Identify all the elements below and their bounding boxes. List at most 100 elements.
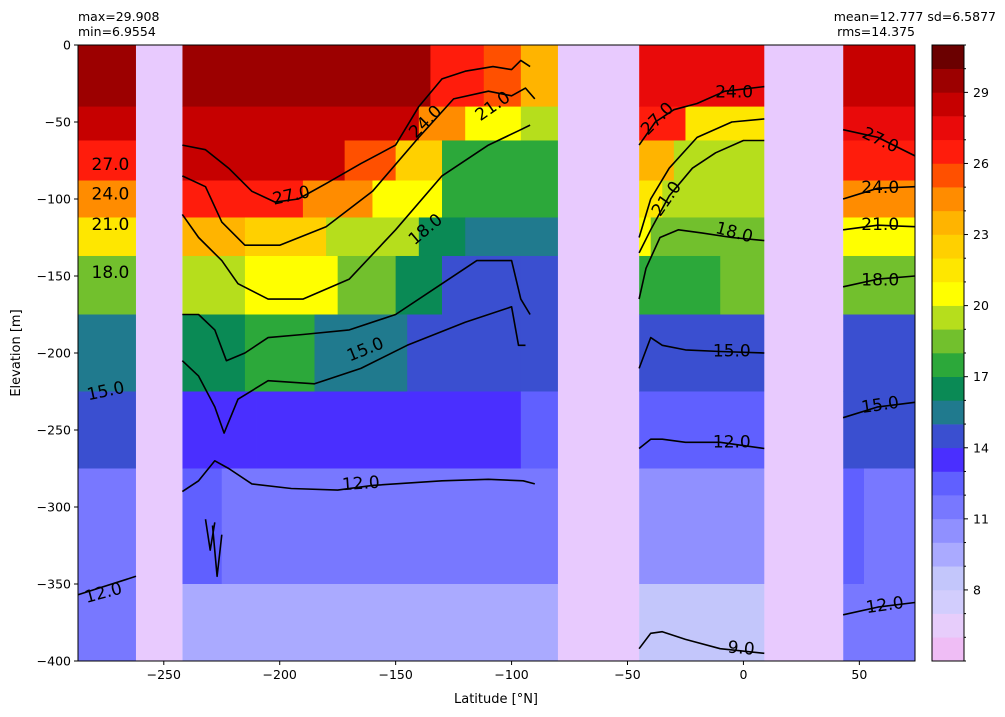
heatmap-cell — [520, 391, 559, 469]
colorbar-band — [932, 400, 964, 425]
colorbar-tick-label: 20 — [973, 298, 989, 313]
heatmap-cell — [182, 45, 431, 107]
contour-label: 21.0 — [92, 215, 130, 235]
heatmap-cell — [78, 391, 137, 469]
contour-line-12.0 — [638, 438, 765, 450]
colorbar-band — [932, 258, 964, 283]
contour-line-12.0 — [181, 460, 536, 493]
colorbar-band — [932, 613, 964, 638]
land-masks — [135, 45, 844, 661]
colorbar-band — [932, 353, 964, 377]
stats-max: max=29.908 — [78, 9, 159, 24]
heatmap-cell — [78, 106, 137, 141]
contour-line-12.0 — [842, 601, 916, 616]
y-tick-label: −350 — [37, 577, 71, 592]
heatmap-cell — [720, 255, 765, 315]
heatmap-cell — [78, 584, 137, 662]
x-axis: −250 −200 −150 −100 −50 0 50 — [147, 661, 867, 682]
stats-mean-sd: mean=12.777 sd=6.5877 — [834, 9, 996, 24]
heatmap-cell — [843, 468, 865, 585]
heatmap-cell — [843, 584, 916, 662]
heatmap-cell — [344, 140, 397, 181]
contour-line-21.0 — [181, 124, 531, 300]
y-tick-label: −250 — [37, 423, 71, 438]
heatmap-cell — [182, 584, 559, 662]
y-tick-label: −300 — [37, 500, 71, 515]
heatmap-cell — [843, 45, 916, 107]
heatmap-cell — [78, 180, 137, 218]
contour-line-12.0 — [77, 575, 137, 596]
heatmap-cell — [639, 217, 652, 257]
contour-label: 27.0 — [92, 155, 130, 175]
heatmap-cell — [520, 314, 559, 392]
colorbar-band — [932, 447, 964, 472]
colorbar-band — [932, 45, 964, 69]
contour-line-27.0 — [842, 128, 916, 157]
contour-line-15.0 — [181, 306, 526, 434]
contour-label: 18.0 — [92, 263, 130, 283]
heatmap-cell — [182, 217, 246, 257]
colorbar-band — [932, 566, 964, 591]
x-tick-label: 0 — [739, 667, 747, 682]
land-mask — [135, 45, 183, 661]
heatmap-cell — [520, 255, 559, 315]
heatmap-cell — [418, 217, 466, 257]
heatmap-cell — [407, 314, 522, 392]
plot-area: 27.024.021.018.015.012.027.024.0 21.018.0… — [77, 44, 916, 662]
y-axis-label: Elevation [m] — [9, 309, 24, 396]
colorbar-band — [932, 139, 964, 164]
heatmap-cell — [639, 468, 765, 585]
colorbar-band — [932, 542, 964, 567]
contour-lines — [77, 59, 916, 655]
contour-label: 21.0 — [861, 215, 899, 235]
heatmap-cell — [520, 106, 559, 141]
contour-label: 9.0 — [727, 638, 756, 660]
contour-label: 24.0 — [92, 184, 130, 204]
heatmap-cell — [430, 45, 485, 107]
contour-line-24.0 — [638, 118, 765, 238]
contour-line-15.0 — [638, 336, 765, 369]
heatmap-cell — [465, 217, 522, 257]
contour-label: 12.0 — [341, 473, 380, 496]
heatmap-cell — [520, 140, 559, 181]
heatmap-cell — [843, 314, 916, 392]
heatmap-cell — [395, 255, 443, 315]
colorbar-band — [932, 163, 964, 188]
colorbar-band — [932, 187, 964, 212]
y-tick-label: −400 — [37, 654, 71, 669]
heatmap-cell — [863, 468, 916, 585]
contour-line-18.0 — [842, 275, 916, 288]
heatmap-cell — [639, 391, 765, 469]
heatmap-cell — [520, 45, 559, 107]
contour-spike — [211, 525, 223, 578]
heatmap-cell — [639, 314, 765, 392]
heatmap-cell — [78, 217, 137, 257]
heatmap-cells — [78, 45, 916, 662]
heatmap-cell — [182, 180, 304, 218]
contour-line-9.0 — [638, 630, 765, 655]
colorbar-tick-label: 26 — [973, 156, 989, 171]
y-axis: 0 −50 −100 −150 −200 −250 −300 −350 −400 — [37, 38, 78, 669]
heatmap-cell — [639, 45, 765, 107]
land-mask — [764, 45, 844, 661]
contour-line-15.0 — [842, 401, 916, 419]
heatmap-cell — [442, 255, 522, 315]
heatmap-cell — [520, 217, 559, 257]
heatmap-cell — [326, 217, 420, 257]
x-tick-label: −150 — [378, 667, 412, 682]
heatmap-cell — [337, 255, 397, 315]
heatmap-cell — [483, 45, 522, 107]
colorbar-band — [932, 92, 964, 117]
y-tick-label: −50 — [45, 115, 71, 130]
stats-rms: rms=14.375 — [837, 24, 915, 39]
x-axis-label: Latitude [°N] — [454, 692, 538, 707]
colorbar-tick-label: 29 — [973, 85, 989, 100]
y-tick-label: −200 — [37, 346, 71, 361]
heatmap-cell — [639, 255, 721, 315]
colorbar-band — [932, 281, 964, 306]
colorbar-tick-label: 14 — [973, 440, 989, 455]
y-tick-label: −150 — [37, 269, 71, 284]
colorbar-band — [932, 116, 964, 141]
y-tick-label: −100 — [37, 192, 71, 207]
stats-min: min=6.9554 — [78, 24, 156, 39]
